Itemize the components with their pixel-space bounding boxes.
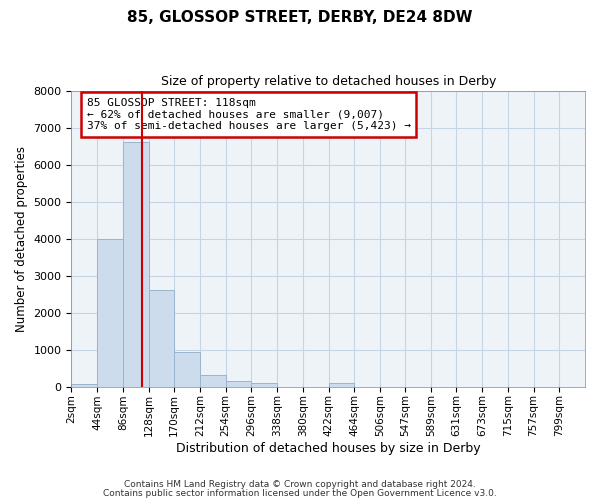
Bar — [200, 375, 226, 386]
Bar — [174, 352, 200, 386]
Bar — [97, 240, 123, 386]
Bar — [329, 383, 354, 386]
Bar — [71, 384, 97, 386]
Bar — [149, 290, 174, 386]
X-axis label: Distribution of detached houses by size in Derby: Distribution of detached houses by size … — [176, 442, 481, 455]
Y-axis label: Number of detached properties: Number of detached properties — [15, 146, 28, 332]
Bar — [251, 383, 277, 386]
Text: 85 GLOSSOP STREET: 118sqm
← 62% of detached houses are smaller (9,007)
37% of se: 85 GLOSSOP STREET: 118sqm ← 62% of detac… — [87, 98, 411, 131]
Text: 85, GLOSSOP STREET, DERBY, DE24 8DW: 85, GLOSSOP STREET, DERBY, DE24 8DW — [127, 10, 473, 25]
Text: Contains HM Land Registry data © Crown copyright and database right 2024.: Contains HM Land Registry data © Crown c… — [124, 480, 476, 489]
Bar — [226, 382, 251, 386]
Title: Size of property relative to detached houses in Derby: Size of property relative to detached ho… — [161, 75, 496, 88]
Bar — [123, 142, 149, 386]
Text: Contains public sector information licensed under the Open Government Licence v3: Contains public sector information licen… — [103, 488, 497, 498]
